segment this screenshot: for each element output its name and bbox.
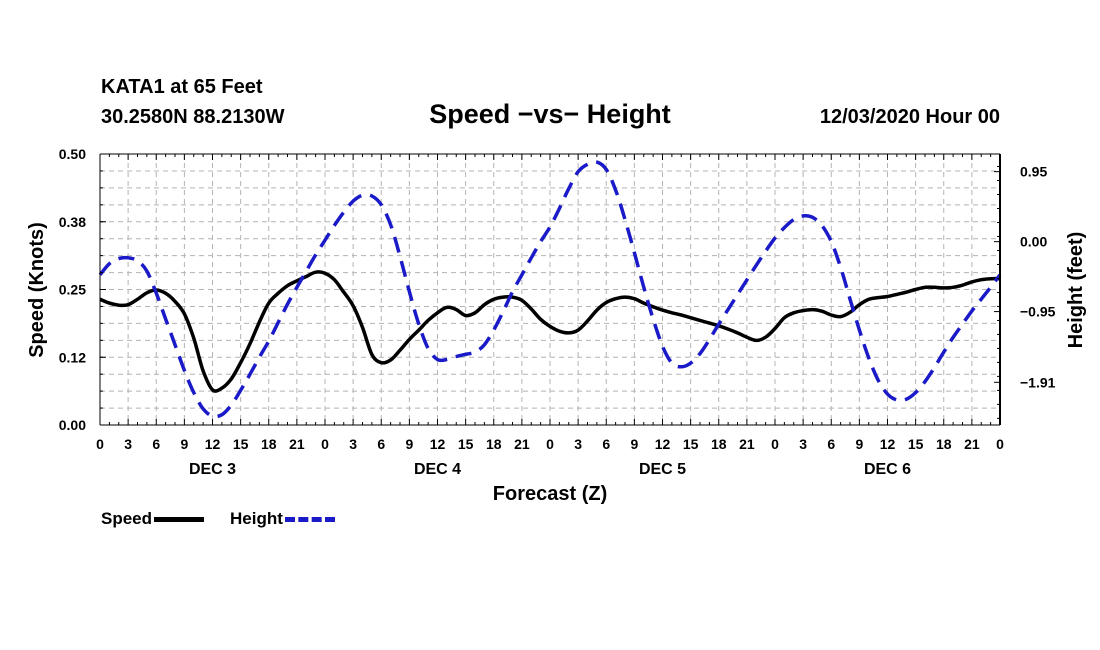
y-tick-label-right: −0.95 — [1020, 304, 1056, 320]
chart-title-text: Speed −vs− Height — [429, 99, 671, 129]
x-tick-label: 9 — [405, 436, 413, 452]
x-tick-label: 6 — [602, 436, 610, 452]
x-tick-label: 3 — [574, 436, 582, 452]
x-tick-label: 9 — [180, 436, 188, 452]
x-tick-label: 3 — [124, 436, 132, 452]
x-tick-label: 0 — [546, 436, 554, 452]
x-tick-label: 15 — [908, 436, 924, 452]
x-tick-label: 3 — [349, 436, 357, 452]
x-tick-label: 12 — [430, 436, 446, 452]
x-tick-label: 15 — [683, 436, 699, 452]
x-tick-label: 6 — [152, 436, 160, 452]
legend-height-swatch — [284, 517, 335, 523]
tick-labels: 0 3 6 9 12 15 18 21 0 3 6 9 12 15 18 21 0 3 6 9 12 15 18 21 0 3 6 9… — [59, 146, 1056, 478]
x-tick-label: 12 — [205, 436, 221, 452]
y-tick-label-right: 0.00 — [1020, 234, 1047, 250]
x-tick-label: 15 — [233, 436, 249, 452]
x-tick-label: 12 — [655, 436, 671, 452]
x-tick-label: 21 — [289, 436, 305, 452]
x-tick-label: 9 — [630, 436, 638, 452]
x-tick-label: 9 — [855, 436, 863, 452]
x-tick-label: 18 — [486, 436, 502, 452]
y-axis-title-right: Height (feet) — [1065, 232, 1087, 349]
y-tick-label-left: 0.12 — [59, 349, 86, 365]
x-tick-label: 3 — [799, 436, 807, 452]
x-tick-label: 15 — [458, 436, 474, 452]
x-tick-label: 0 — [771, 436, 779, 452]
legend-height-label: Height — [230, 509, 283, 528]
day-label: DEC 4 — [414, 461, 461, 478]
y-axis-title-left: Speed (Knots) — [26, 222, 48, 358]
x-tick-label: 6 — [377, 436, 385, 452]
grid — [100, 154, 1000, 425]
day-label: DEC 5 — [639, 461, 686, 478]
series-height-line — [98, 160, 1002, 419]
legend-speed-label: Speed — [101, 509, 153, 528]
x-tick-label: 21 — [739, 436, 755, 452]
day-label: DEC 6 — [864, 461, 911, 478]
y-tick-label-left: 0.00 — [59, 417, 86, 433]
x-tick-label: 18 — [936, 436, 952, 452]
x-tick-label: 18 — [261, 436, 277, 452]
x-tick-label: 12 — [880, 436, 896, 452]
chart-title: Speed −vs− Height — [0, 99, 1100, 130]
x-tick-label: 21 — [964, 436, 980, 452]
y-tick-label-left: 0.25 — [59, 282, 86, 298]
x-tick-label: 6 — [827, 436, 835, 452]
legend-speed-swatch — [154, 517, 205, 523]
station-name: KATA1 at 65 Feet — [101, 76, 263, 98]
x-tick-label: 0 — [321, 436, 329, 452]
x-tick-label: 0 — [96, 436, 104, 452]
y-tick-label-right: 0.95 — [1020, 164, 1047, 180]
y-tick-label-right: −1.91 — [1020, 374, 1056, 390]
x-axis-title: Forecast (Z) — [493, 483, 607, 505]
y-tick-label-left: 0.50 — [59, 146, 86, 162]
series-layer — [98, 160, 1002, 419]
axes — [99, 153, 1001, 426]
x-tick-label: 21 — [514, 436, 530, 452]
x-tick-label: 0 — [996, 436, 1004, 452]
legend-speed: Speed — [101, 509, 205, 529]
series-speed-line — [99, 270, 1001, 393]
legend-height: Height — [230, 509, 335, 529]
x-tick-label: 18 — [711, 436, 727, 452]
station-coords: 30.2580N 88.2130W — [101, 106, 285, 128]
day-label: DEC 3 — [189, 461, 236, 478]
run-time: 12/03/2020 Hour 00 — [819, 106, 1000, 128]
y-tick-label-left: 0.38 — [59, 214, 86, 230]
